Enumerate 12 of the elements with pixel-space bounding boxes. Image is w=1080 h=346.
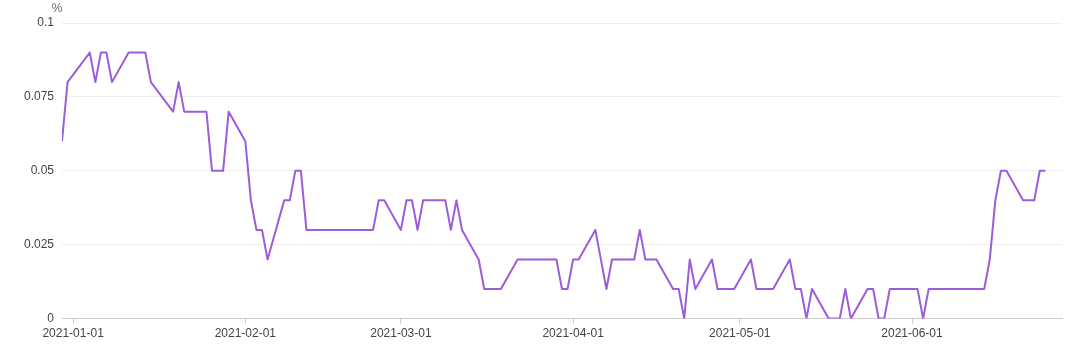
x-tick-label: 2021-05-01 [709, 326, 771, 341]
y-tick-label: 0 [47, 310, 55, 325]
y-tick-label: 0.1 [37, 15, 55, 30]
y-tick-label: 0.075 [23, 89, 55, 104]
x-tick-label: 2021-06-01 [881, 326, 944, 341]
y-tick-label: 0.05 [30, 163, 55, 178]
x-tick-label: 2021-03-01 [370, 326, 432, 341]
x-tick-label: 2021-02-01 [214, 326, 277, 341]
y-axis-title: % [51, 1, 63, 16]
y-tick-label: 0.025 [23, 237, 55, 252]
x-tick-label: 2021-01-01 [42, 326, 105, 341]
x-tick-label: 2021-04-01 [542, 326, 605, 341]
